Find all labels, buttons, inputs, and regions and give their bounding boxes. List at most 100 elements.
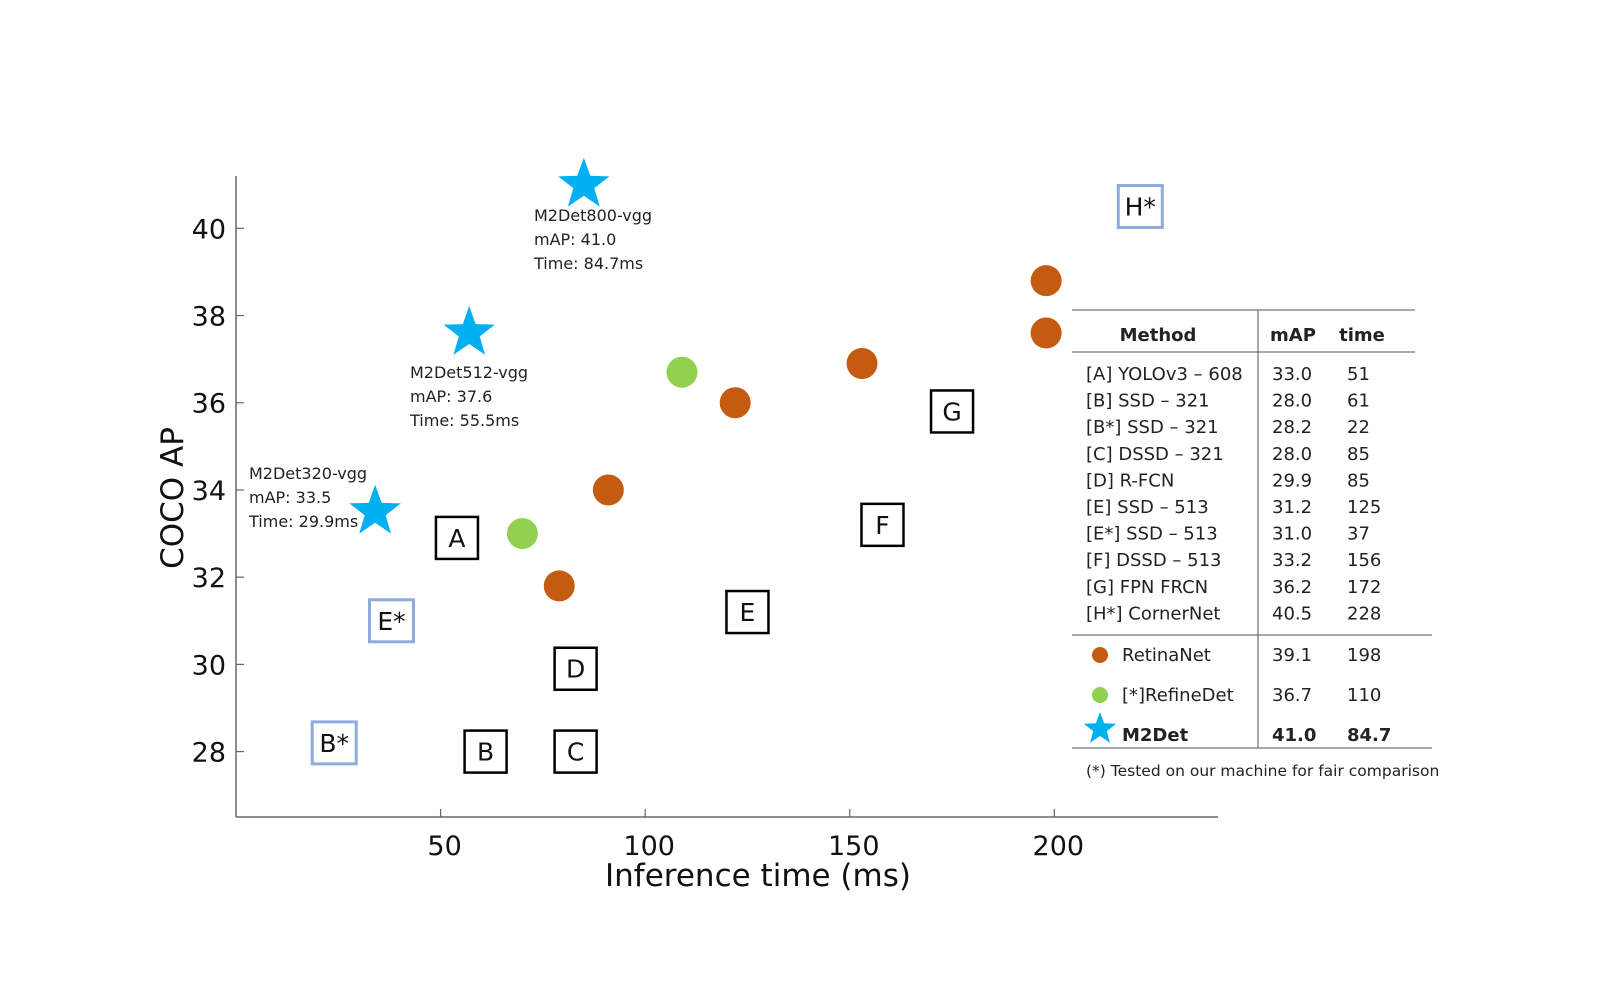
table-cell-time: 22 [1347,417,1370,438]
y-tick-label: 30 [192,650,226,681]
table-header-time: time [1339,325,1385,346]
x-tick-label: 100 [623,831,675,862]
table-cell-map: 36.2 [1272,577,1312,598]
annotation-line: Time: 84.7ms [533,254,643,273]
y-tick-label: 40 [192,214,226,245]
x-ticks: 50 100 150 200 [427,809,1084,862]
retinanet-point [592,474,624,506]
legend-m2det-label: M2Det [1122,725,1189,746]
table-cell-time: 172 [1347,577,1381,598]
method-box-frame [553,646,598,691]
table-cell-method: [E] SSD – 513 [1086,497,1209,518]
method-box-label: F [875,511,889,540]
retinanet-point [846,348,878,380]
table-cell-time: 51 [1347,364,1370,385]
refinedet-point [666,356,698,388]
annotation-line: Time: 55.5ms [409,411,519,430]
y-axis-title: COCO AP [155,427,191,569]
results-table: Method mAP time [A] YOLOv3 – 608 33.0 51 [B… [1072,309,1439,780]
method-box-frame [463,729,508,774]
legend-refinedet-map: 36.7 [1272,685,1312,706]
method-box-label: H* [1125,193,1156,222]
table-cell-time: 85 [1347,444,1370,465]
method-box-b-star: B* [310,720,358,766]
annotation-m2det512: M2Det512-vgg mAP: 37.6 Time: 55.5ms [409,363,528,430]
table-cell-map: 31.0 [1272,524,1312,545]
method-box-frame [434,515,480,561]
method-boxes: A B C D E F G H* B* E* [310,184,1164,774]
method-box-b: B [463,729,508,774]
method-box-f: F [860,502,905,548]
x-tick-label: 50 [427,831,461,862]
retinanet-point [719,387,751,419]
legend-refinedet-time: 110 [1347,685,1381,706]
annotation-line: M2Det320-vgg [249,464,367,483]
x-axis-title: Inference time (ms) [605,858,911,894]
table-header-map: mAP [1270,325,1316,346]
m2det-star [443,306,495,355]
method-box-frame [310,720,358,766]
y-ticks: 28 30 32 34 36 38 40 [192,214,244,769]
y-tick-label: 32 [192,563,226,594]
table-cell-time: 61 [1347,391,1370,412]
annotation-line: M2Det512-vgg [410,363,528,382]
table-cell-method: [C] DSSD – 321 [1086,444,1224,465]
m2det-star [349,484,401,534]
y-tick-label: 34 [192,476,226,507]
table-cell-time: 156 [1347,550,1381,571]
method-box-frame [367,598,415,644]
table-cell-method: [F] DSSD – 513 [1086,550,1222,571]
legend-m2det-marker [1083,712,1117,743]
method-box-c: C [553,729,598,774]
annotation-line: M2Det800-vgg [534,206,652,225]
legend-refinedet-label: [*]RefineDet [1122,685,1234,706]
table-cell-method: [B*] SSD – 321 [1086,417,1219,438]
method-box-e-star: E* [367,598,415,644]
table-header-method: Method [1120,325,1197,346]
retinanet-point [543,570,575,602]
table-cell-time: 85 [1347,470,1370,491]
legend-retinanet-time: 198 [1347,645,1381,666]
method-box-e: E [725,589,770,635]
method-box-frame [1116,184,1164,230]
table-cell-method: [H*] CornerNet [1086,603,1220,624]
table-cell-map: 40.5 [1272,603,1312,624]
legend-refinedet-marker [1092,687,1108,703]
method-box-label: A [448,524,465,553]
table-cell-method: [E*] SSD – 513 [1086,524,1218,545]
table-cell-method: [D] R-FCN [1086,470,1174,491]
method-box-d: D [553,646,598,691]
method-box-frame [553,729,598,774]
annotation-line: mAP: 41.0 [534,230,616,249]
y-tick-label: 28 [192,738,226,769]
method-box-frame [860,502,905,548]
method-box-frame [929,389,975,434]
retinanet-point [1030,265,1062,297]
data-points [349,157,1062,602]
table-cell-map: 33.0 [1272,364,1312,385]
table-cell-method: [B] SSD – 321 [1086,391,1210,412]
method-box-frame [725,589,770,635]
annotation-line: Time: 29.9ms [248,512,358,531]
method-box-label: D [566,655,585,684]
legend-retinanet-map: 39.1 [1272,645,1312,666]
legend-retinanet-label: RetinaNet [1122,645,1211,666]
m2det-star [558,157,610,207]
y-tick-label: 36 [192,389,226,420]
method-box-h-star: H* [1116,184,1164,230]
table-cell-map: 28.0 [1272,444,1312,465]
y-tick-label: 38 [192,302,226,333]
legend-retinanet-marker [1092,647,1108,663]
method-box-label: E* [377,607,405,636]
method-box-g: G [929,389,975,434]
table-cell-method: [A] YOLOv3 – 608 [1086,364,1243,385]
annotation-m2det800: M2Det800-vgg mAP: 41.0 Time: 84.7ms [533,206,652,273]
legend-m2det-time: 84.7 [1347,725,1391,746]
table-cell-map: 29.9 [1272,470,1312,491]
table-cell-time: 37 [1347,524,1370,545]
table-cell-map: 31.2 [1272,497,1312,518]
legend-m2det-map: 41.0 [1272,725,1316,746]
table-cell-map: 28.0 [1272,391,1312,412]
table-cell-map: 28.2 [1272,417,1312,438]
